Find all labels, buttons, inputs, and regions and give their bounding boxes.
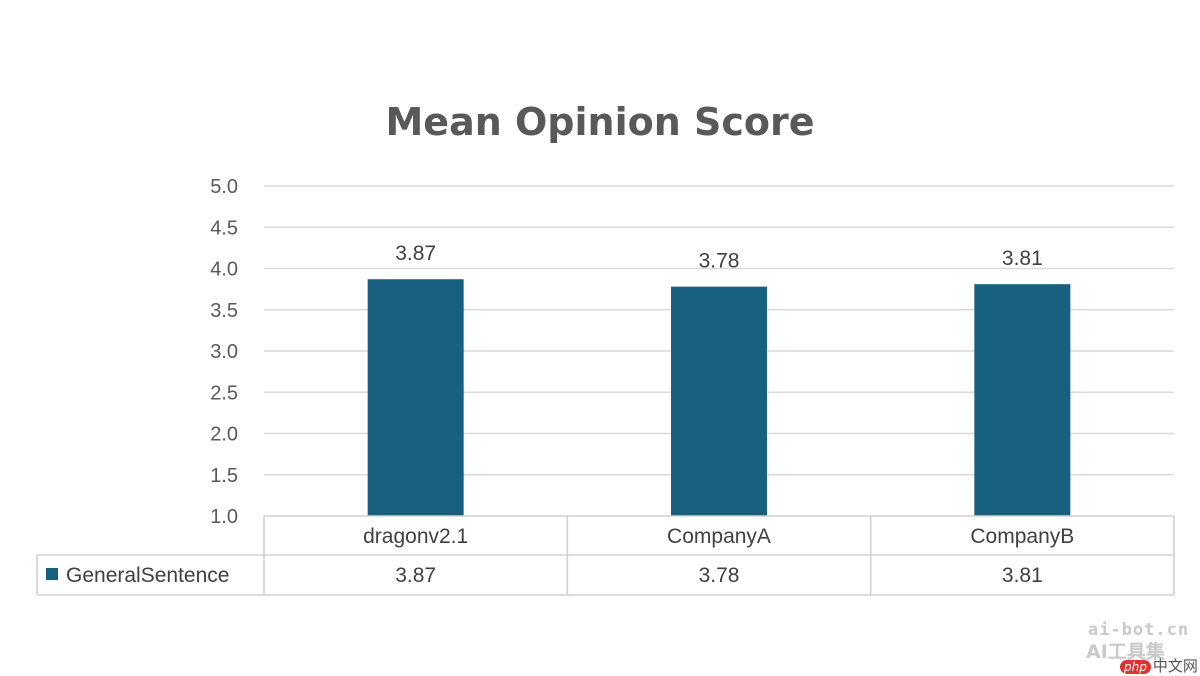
y-tick-label: 2.5 [210,382,238,404]
category-label: CompanyA [667,525,771,548]
y-tick-label: 1.0 [210,506,238,528]
table-value-cell: 3.78 [699,564,740,587]
watermark-site: ai-bot.cn [1088,620,1190,640]
category-label: CompanyB [970,525,1074,548]
watermark-php-badge: php [1120,660,1151,674]
data-label: 3.81 [1002,247,1043,270]
table-value-cell: 3.81 [1002,564,1043,587]
bar-CompanyA [671,286,767,516]
data-label: 3.78 [699,250,740,273]
legend-swatch [46,568,58,580]
y-tick-label: 2.0 [210,424,238,446]
category-label: dragonv2.1 [363,525,468,548]
chart-title: Mean Opinion Score [385,100,815,144]
bars [367,279,1071,516]
bar-CompanyB [974,284,1071,516]
y-tick-label: 3.0 [210,341,238,363]
watermark-brand: AI工具集 [1086,641,1165,663]
watermark-php-text: 中文网 [1152,657,1198,675]
y-tick-label: 4.0 [210,259,238,281]
y-tick-label: 4.5 [210,217,238,239]
watermark-php: php 中文网 [1120,655,1198,676]
y-tick-label: 3.5 [210,300,238,322]
table-value-cell: 3.87 [395,564,436,587]
y-axis-ticks: 1.0 1.5 2.0 2.5 3.0 3.5 4.0 4.5 5.0 [210,176,238,528]
data-table: dragonv2.1 CompanyA CompanyB GeneralSentenc… [36,515,1175,596]
y-tick-label: 1.5 [210,465,238,487]
bar-dragonv2.1 [367,279,464,516]
data-labels: 3.87 3.78 3.81 [395,242,1043,272]
y-tick-label: 5.0 [210,176,238,198]
legend-series-name: GeneralSentence [66,564,229,587]
data-label: 3.87 [395,242,436,265]
